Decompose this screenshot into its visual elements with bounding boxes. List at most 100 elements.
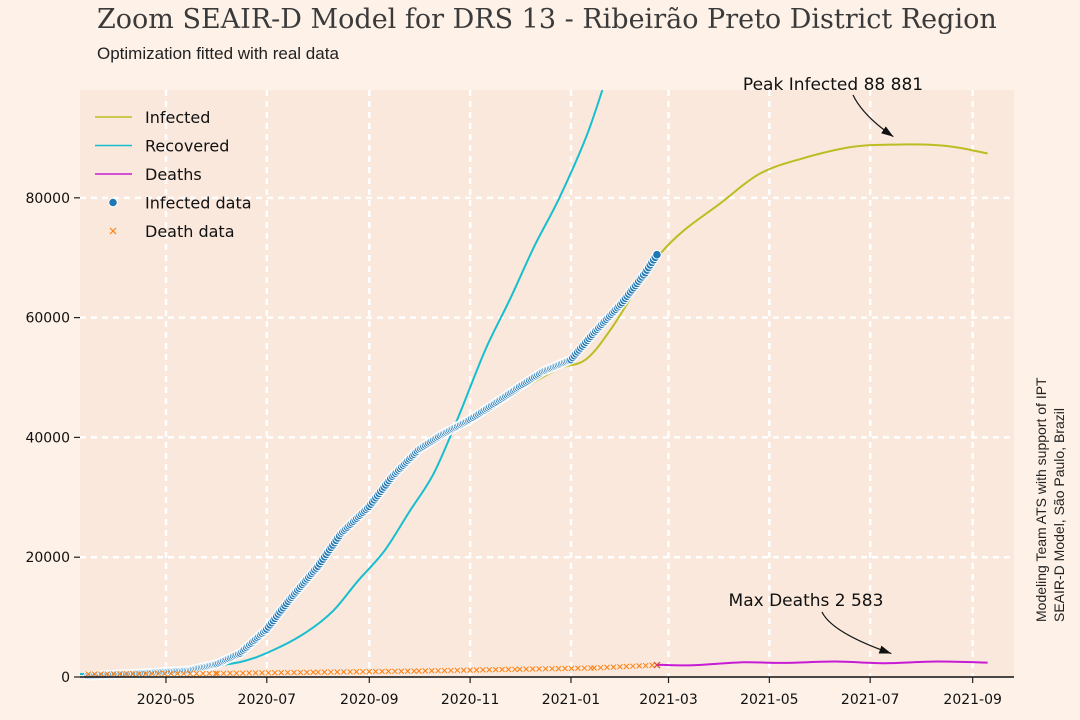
x-tick-label: 2021-01 bbox=[542, 692, 601, 708]
death-data-point bbox=[206, 670, 213, 677]
death-data-point bbox=[136, 670, 143, 677]
death-data-point bbox=[473, 667, 480, 673]
y-tick-label: 0 bbox=[61, 670, 70, 686]
x-tick-label: 2020-05 bbox=[137, 692, 196, 708]
chart-title: Zoom SEAIR-D Model for DRS 13 - Ribeirão… bbox=[97, 4, 997, 35]
x-tick-label: 2021-05 bbox=[740, 692, 799, 708]
death-data-point bbox=[129, 670, 136, 677]
series-points-death-data bbox=[85, 661, 661, 677]
legend-item-deaths: Deaths bbox=[95, 165, 202, 184]
death-data-point bbox=[303, 669, 310, 676]
series-line-recovered bbox=[80, 90, 604, 675]
death-data-point bbox=[523, 666, 530, 672]
legend-item-recovered: Recovered bbox=[95, 137, 229, 156]
grid-lines bbox=[80, 90, 1014, 677]
death-data-point bbox=[327, 669, 334, 675]
legend-label: Recovered bbox=[145, 137, 229, 156]
death-data-point bbox=[416, 668, 422, 674]
death-data-point bbox=[366, 668, 373, 675]
death-data-point bbox=[149, 670, 155, 677]
annotation-label: Peak Infected 88 881 bbox=[743, 75, 923, 95]
death-data-point bbox=[516, 666, 523, 673]
death-data-point bbox=[353, 668, 360, 675]
death-data-point bbox=[227, 670, 233, 677]
death-data-point bbox=[398, 668, 405, 675]
legend-item-death-data: Death data bbox=[109, 222, 235, 241]
death-data-point bbox=[623, 663, 630, 670]
death-data-point bbox=[284, 669, 291, 676]
death-data-point bbox=[212, 670, 219, 677]
death-data-point bbox=[174, 670, 181, 677]
death-data-point bbox=[372, 668, 379, 675]
death-data-point bbox=[642, 662, 649, 669]
death-data-point bbox=[512, 666, 518, 673]
death-data-point bbox=[91, 671, 98, 677]
annotation-layer: Peak Infected 88 881 Max Deaths 2 583 bbox=[729, 75, 923, 655]
death-data-point bbox=[486, 666, 493, 673]
legend-label: Death data bbox=[145, 222, 235, 241]
death-data-point bbox=[636, 663, 643, 669]
x-tick-label: 2021-09 bbox=[943, 692, 1002, 708]
credit-text: Modeling Team ATS with support of IPT SE… bbox=[1032, 377, 1068, 622]
x-tick-label: 2020-11 bbox=[441, 692, 500, 708]
x-tick-label: 2021-03 bbox=[639, 692, 698, 708]
death-data-point bbox=[604, 664, 610, 671]
death-data-point bbox=[85, 671, 92, 677]
death-data-point bbox=[542, 665, 549, 672]
death-data-point bbox=[597, 664, 604, 671]
death-data-point bbox=[155, 670, 162, 677]
death-data-point bbox=[291, 669, 297, 676]
death-data-point bbox=[460, 667, 467, 674]
death-data-point bbox=[180, 670, 187, 677]
death-data-point bbox=[529, 666, 536, 672]
annotation-arrow bbox=[821, 611, 892, 655]
death-data-point bbox=[117, 671, 123, 677]
death-data-point bbox=[193, 670, 200, 677]
death-data-point bbox=[315, 669, 321, 676]
death-data-point bbox=[161, 670, 168, 677]
death-data-point bbox=[347, 668, 353, 675]
death-data-point bbox=[422, 668, 429, 674]
death-data-point bbox=[499, 666, 505, 673]
death-data-point bbox=[392, 668, 398, 675]
death-data-point bbox=[259, 670, 265, 676]
death-data-point bbox=[246, 670, 253, 676]
annotation-label: Max Deaths 2 583 bbox=[729, 591, 884, 611]
infected-data-point bbox=[652, 249, 662, 260]
death-data-point bbox=[265, 669, 272, 676]
x-tick-label: 2020-07 bbox=[238, 692, 297, 708]
death-data-point bbox=[297, 669, 304, 676]
legend-label: Infected data bbox=[145, 194, 252, 213]
y-tick-label: 40000 bbox=[25, 430, 70, 446]
death-data-point bbox=[536, 666, 542, 672]
death-data-point bbox=[435, 667, 441, 674]
death-data-point bbox=[252, 670, 259, 676]
death-data-point bbox=[239, 670, 246, 676]
death-data-point bbox=[200, 670, 206, 677]
death-data-point bbox=[233, 670, 240, 677]
chart-subtitle: Optimization fitted with real data bbox=[97, 44, 339, 63]
y-tick-label: 60000 bbox=[25, 311, 70, 327]
death-data-point bbox=[360, 668, 366, 675]
y-tick-label: 80000 bbox=[25, 191, 70, 207]
axis-layer: 2020-05 2020-07 2020-09 2020-11 2021-01 2021-… bbox=[25, 191, 1014, 708]
death-data-point bbox=[187, 670, 193, 677]
death-data-point bbox=[321, 669, 328, 675]
death-data-point bbox=[568, 665, 575, 672]
death-data-point bbox=[385, 668, 392, 675]
death-data-point bbox=[428, 667, 435, 674]
death-data-point bbox=[271, 669, 278, 676]
death-data-point bbox=[220, 670, 227, 677]
death-data-point bbox=[340, 669, 347, 675]
death-data-point bbox=[549, 665, 555, 672]
death-data-point bbox=[123, 670, 130, 677]
death-data-point bbox=[168, 670, 174, 677]
death-data-point bbox=[379, 668, 385, 675]
credit-line-1: Modeling Team ATS with support of IPT bbox=[1033, 377, 1049, 622]
death-data-point bbox=[629, 663, 636, 670]
death-data-point bbox=[411, 668, 417, 674]
legend-item-infected-data: Infected data bbox=[108, 194, 252, 213]
credit-line-2: SEAIR-D Model, São Paulo, Brazil bbox=[1051, 408, 1067, 622]
death-data-point bbox=[104, 671, 111, 677]
death-data-point bbox=[575, 665, 581, 672]
